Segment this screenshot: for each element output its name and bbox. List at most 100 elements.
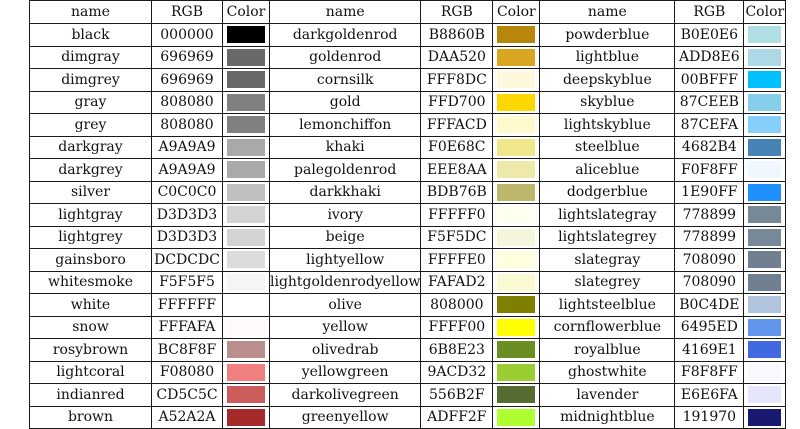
color-swatch [748,251,782,269]
color-name-cell: powderblue [539,23,676,47]
header-name: name [268,0,422,24]
color-name-cell: darkgray [29,135,152,159]
rgb-hex-cell: EEE8AA [420,158,494,182]
rgb-hex-cell: F5F5DC [420,225,494,249]
rgb-hex-cell: D3D3D3 [151,203,223,227]
color-name-cell: dimgray [29,45,152,69]
color-swatch-cell [222,383,270,407]
rgb-hex-cell: FFFFF0 [420,203,494,227]
color-swatch [497,341,536,359]
color-swatch [497,93,536,111]
table-row: lightcoral F08080 yellowgreen 9ACD32 ghostwh… [29,360,787,384]
color-name-cell: snow [29,315,152,339]
color-swatch-cell [492,360,541,384]
color-name-cell: midnightblue [539,405,676,429]
color-swatch-cell [222,90,270,114]
rgb-hex-cell: B0C4DE [674,293,745,317]
color-swatch-cell [743,180,787,204]
table-row: darkgrey A9A9A9 palegoldenrod EEE8AA alicebl… [29,158,787,182]
table-body: black 000000 darkgoldenrod B8860B powderblue… [29,23,787,429]
color-swatch-cell [743,270,787,294]
color-name-cell: lightcoral [29,360,152,384]
color-name-cell: lavender [539,383,676,407]
rgb-hex-cell: 000000 [151,23,223,47]
table-row: lightgrey D3D3D3 beige F5F5DC lightslategrey… [29,225,787,249]
color-name-cell: lightskyblue [539,113,676,137]
rgb-hex-cell: 6B8E23 [420,338,494,362]
color-name-cell: lightgray [29,203,152,227]
color-swatch-cell [492,158,541,182]
header-rgb: RGB [151,0,223,24]
color-swatch-cell [222,315,270,339]
header-color: Color [492,0,541,24]
rgb-hex-cell: 87CEEB [674,90,745,114]
rgb-hex-cell: 4169E1 [674,338,745,362]
rgb-hex-cell: 87CEFA [674,113,745,137]
color-name-cell: yellow [268,315,422,339]
color-name-cell: slategray [539,248,676,272]
color-swatch-cell [222,180,270,204]
color-name-cell: lemonchiffon [268,113,422,137]
color-name-cell: white [29,293,152,317]
rgb-hex-cell: B0E0E6 [674,23,745,47]
rgb-hex-cell: A9A9A9 [151,158,223,182]
color-swatch [748,161,782,179]
table-row: brown A52A2A greenyellow ADFF2F midnightblue… [29,405,787,429]
color-name-cell: gainsboro [29,248,152,272]
color-swatch [227,228,265,246]
color-swatch [748,71,782,89]
color-name-cell: steelblue [539,135,676,159]
color-name-cell: whitesmoke [29,270,152,294]
color-swatch-cell [492,293,541,317]
color-swatch [497,273,536,291]
color-swatch-cell [222,158,270,182]
color-name-cell: olive [268,293,422,317]
rgb-hex-cell: F0E68C [420,135,494,159]
color-name-cell: palegoldenrod [268,158,422,182]
color-swatch [748,318,782,336]
color-swatch [227,116,265,134]
color-swatch [227,48,265,66]
color-swatch [227,251,265,269]
color-swatch-cell [492,225,541,249]
rgb-hex-cell: FFD700 [420,90,494,114]
color-swatch [227,71,265,89]
color-swatch-cell [743,293,787,317]
color-swatch [497,71,536,89]
color-swatch [497,228,536,246]
rgb-hex-cell: 696969 [151,45,223,69]
rgb-hex-cell: A52A2A [151,405,223,429]
color-swatch [227,296,265,314]
color-swatch [227,161,265,179]
color-swatch [748,296,782,314]
color-swatch-cell [222,270,270,294]
color-name-cell: darkgoldenrod [268,23,422,47]
color-swatch-cell [743,315,787,339]
color-swatch [497,251,536,269]
color-swatch-cell [492,383,541,407]
color-swatch-cell [492,270,541,294]
rgb-hex-cell: 696969 [151,68,223,92]
color-name-cell: deepskyblue [539,68,676,92]
color-swatch [748,26,782,44]
color-swatch-cell [492,180,541,204]
rgb-hex-cell: 778899 [674,225,745,249]
rgb-hex-cell: 1E90FF [674,180,745,204]
color-swatch [497,408,536,426]
color-swatch-cell [743,158,787,182]
color-name-cell: black [29,23,152,47]
color-swatch-cell [743,135,787,159]
color-swatch [748,386,782,404]
color-name-cell: slategrey [539,270,676,294]
color-name-cell: yellowgreen [268,360,422,384]
color-swatch [227,273,265,291]
color-swatch-cell [743,360,787,384]
color-swatch-cell [222,203,270,227]
table-row: whitesmoke F5F5F5 lightgoldenrodyellow FAFA… [29,270,787,294]
color-name-cell: ghostwhite [539,360,676,384]
color-name-cell: lightgrey [29,225,152,249]
table-row: dimgrey 696969 cornsilk FFF8DC deepskyblue 00… [29,68,787,92]
color-name-cell: cornflowerblue [539,315,676,339]
color-reference-table: name RGB Color name RGB Color name RGB C… [29,0,787,429]
rgb-hex-cell: 4682B4 [674,135,745,159]
